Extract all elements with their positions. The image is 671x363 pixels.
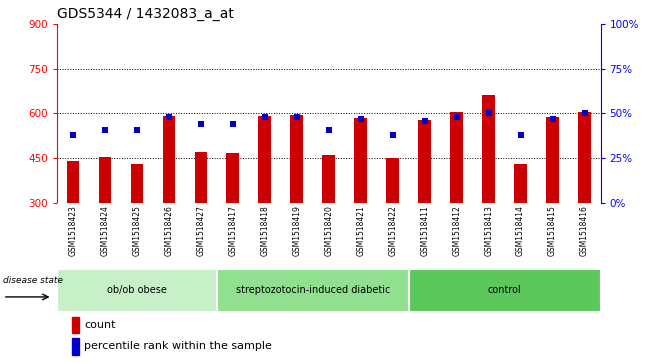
Text: disease state: disease state [3,276,62,285]
Bar [258,117,271,203]
Bar [227,153,240,203]
Text: GSM1518421: GSM1518421 [356,205,365,256]
Point [132,127,142,132]
Point [323,127,334,132]
Point [227,121,238,127]
Bar [450,112,463,203]
Text: count: count [85,320,116,330]
Bar [409,269,601,312]
Bar [217,269,409,312]
Text: GDS5344 / 1432083_a_at: GDS5344 / 1432083_a_at [57,7,234,21]
Text: streptozotocin-induced diabetic: streptozotocin-induced diabetic [236,285,390,295]
Text: GSM1518425: GSM1518425 [132,205,142,256]
Point [579,110,590,116]
Bar [72,338,79,355]
Text: GSM1518411: GSM1518411 [420,205,429,256]
Bar [57,269,217,312]
Text: percentile rank within the sample: percentile rank within the sample [85,341,272,351]
Point [452,114,462,120]
Text: GSM1518417: GSM1518417 [228,205,238,256]
Bar [354,118,367,203]
Bar [418,120,431,203]
Point [164,114,174,120]
Text: GSM1518414: GSM1518414 [516,205,525,256]
Text: GSM1518413: GSM1518413 [484,205,493,256]
Text: GSM1518412: GSM1518412 [452,205,461,256]
Point [260,114,270,120]
Bar [514,164,527,203]
Text: GSM1518416: GSM1518416 [580,205,589,256]
Bar [131,164,144,203]
Point [483,110,494,116]
Bar [72,317,79,333]
Point [356,116,366,122]
Text: ob/ob obese: ob/ob obese [107,285,167,295]
Point [548,116,558,122]
Text: GSM1518427: GSM1518427 [197,205,205,256]
Point [387,132,398,138]
Text: GSM1518426: GSM1518426 [164,205,173,256]
Bar [291,115,303,203]
Text: GSM1518418: GSM1518418 [260,205,269,256]
Text: control: control [488,285,521,295]
Bar [66,161,79,203]
Point [291,114,302,120]
Bar [162,117,175,203]
Text: GSM1518422: GSM1518422 [389,205,397,256]
Bar [195,152,207,203]
Point [195,121,206,127]
Point [68,132,79,138]
Bar [578,112,591,203]
Bar [386,158,399,203]
Point [419,118,430,123]
Point [99,127,110,132]
Text: GSM1518424: GSM1518424 [101,205,109,256]
Text: GSM1518420: GSM1518420 [324,205,333,256]
Text: GSM1518423: GSM1518423 [68,205,78,256]
Text: GSM1518419: GSM1518419 [293,205,301,256]
Text: GSM1518415: GSM1518415 [548,205,557,256]
Bar [482,95,495,203]
Bar [546,117,559,203]
Bar [99,157,111,203]
Point [515,132,526,138]
Bar [322,155,336,203]
